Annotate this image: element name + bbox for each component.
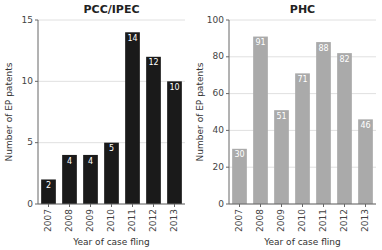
grid-line	[38, 204, 185, 205]
tick-label: 15	[22, 15, 33, 25]
bar	[316, 42, 331, 204]
data-label: 91	[255, 38, 265, 47]
bar	[41, 179, 56, 204]
x-axis	[229, 204, 376, 205]
category-label: 2011	[127, 209, 137, 232]
data-label: 46	[360, 121, 370, 130]
tick-label: 40	[213, 125, 225, 135]
category-label: 2008	[64, 209, 74, 232]
bar	[125, 32, 140, 204]
data-label: 2	[46, 181, 51, 190]
category-label: 2008	[255, 209, 265, 232]
x-axis-label: Year of case fling	[72, 237, 150, 247]
bar	[337, 53, 352, 204]
title: PHC	[290, 3, 315, 16]
grid-line	[229, 204, 376, 205]
grid-line	[38, 81, 185, 82]
bars	[232, 37, 373, 204]
data-label: 5	[109, 144, 114, 153]
tick-label: 100	[207, 15, 224, 25]
grid-line	[38, 20, 185, 21]
tick-label: 80	[213, 51, 225, 61]
bar	[62, 155, 77, 204]
data-label: 12	[148, 58, 158, 67]
data-label: 10	[169, 83, 179, 92]
bars	[41, 32, 182, 204]
bar	[295, 73, 310, 204]
panel: PHC 0 20 40 60 80 100 30 91 51 71 88 82 46 2007 2008 200…	[195, 3, 377, 247]
bar	[167, 81, 182, 204]
category-label: 2012	[339, 209, 349, 232]
data-label: 4	[67, 157, 72, 166]
data-label: 4	[88, 157, 93, 166]
data-labels: 30 91 51 71 88 82 46	[234, 38, 370, 159]
y-axis-label: Number of EP patents	[195, 62, 205, 161]
chart: PCC/IPEC05101524451412102007200820092010…	[0, 0, 382, 250]
data-label: 82	[339, 55, 349, 64]
tick-label: 60	[213, 88, 225, 98]
y-axis-label: Number of EP patents	[4, 62, 14, 161]
bar	[104, 143, 119, 204]
data-label: 88	[318, 44, 328, 53]
bar	[253, 37, 268, 204]
data-labels: 2 4 4 5 14 12 10	[46, 34, 180, 190]
data-label: 30	[234, 150, 244, 159]
data-label: 14	[127, 34, 137, 43]
grid-line	[229, 56, 376, 57]
category-label: 2010	[297, 209, 307, 232]
category-label: 2007	[234, 209, 244, 232]
x-axis-label: Year of case fling	[263, 237, 341, 247]
bar	[146, 57, 161, 204]
tick-label: 5	[27, 137, 33, 147]
tick-label: 0	[218, 199, 224, 209]
category-label: 2012	[148, 209, 158, 232]
bar	[232, 149, 247, 204]
category-label: 2007	[43, 209, 53, 232]
data-label: 51	[276, 112, 286, 121]
category-label: 2009	[276, 209, 286, 232]
panel: PCC/IPEC 0 5 10 15 2 4 4 5 14 12 10 2007 2008 2009 2010…	[4, 3, 186, 247]
tick-label: 0	[27, 199, 33, 209]
y-axis	[229, 20, 230, 204]
category-label: 2013	[360, 209, 370, 232]
tick-label: 20	[213, 162, 225, 172]
category-label: 2013	[169, 209, 179, 232]
data-label: 71	[297, 75, 307, 84]
bar	[83, 155, 98, 204]
category-label: 2009	[85, 209, 95, 232]
bar	[274, 110, 289, 204]
category-label: 2010	[106, 209, 116, 232]
title: PCC/IPEC	[84, 3, 140, 16]
grid-line	[229, 20, 376, 21]
bar	[358, 119, 373, 204]
tick-label: 10	[22, 76, 34, 86]
x-axis	[38, 204, 185, 205]
category-label: 2011	[318, 209, 328, 232]
y-axis	[38, 20, 39, 204]
